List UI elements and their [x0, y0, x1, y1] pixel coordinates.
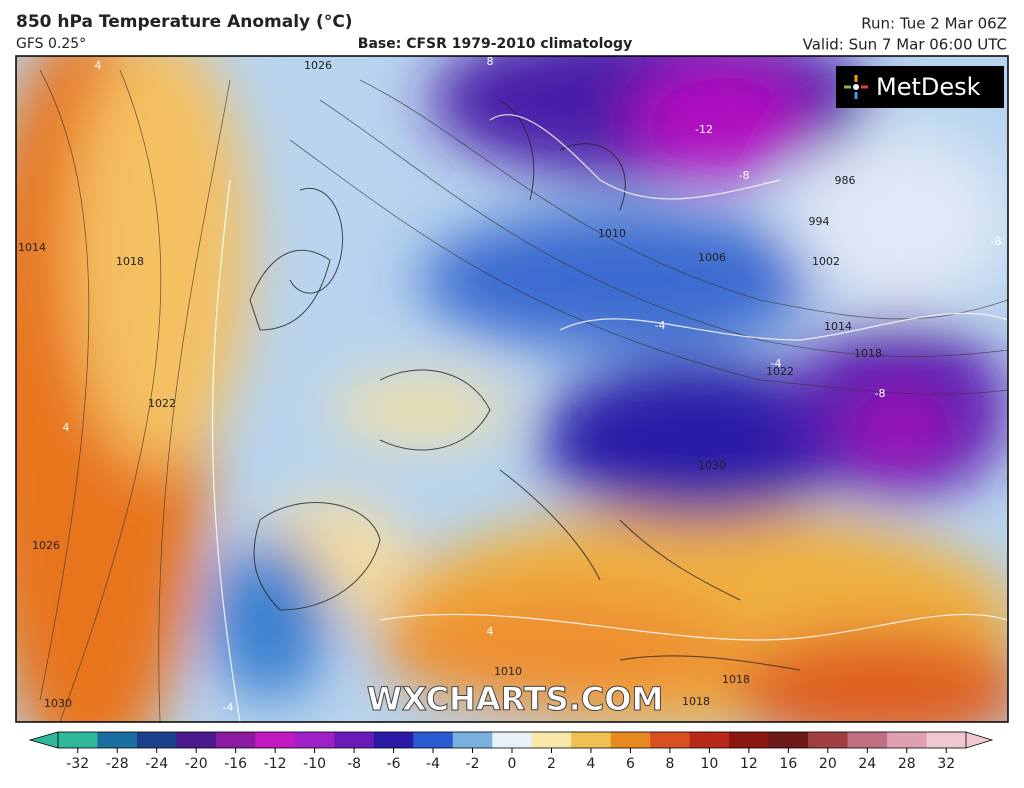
isobar-label: 1026 — [304, 59, 332, 72]
anomaly-label: -4 — [771, 357, 782, 370]
colorbar-swatch — [452, 732, 493, 748]
colorbar-right-arrow — [965, 731, 994, 749]
colorbar-swatch — [136, 732, 177, 748]
anomaly-label: -8 — [739, 169, 750, 182]
colorbar-tick-label: -4 — [426, 756, 440, 772]
colorbar-swatch — [294, 732, 335, 748]
colorbar-swatch — [334, 732, 375, 748]
colorbar-tick-label: -6 — [387, 756, 401, 772]
colorbar-tick-label: 24 — [858, 756, 876, 772]
colorbar-tick-label: 0 — [508, 756, 517, 772]
colorbar-tick-label: -12 — [264, 756, 287, 772]
colorbar-frame — [57, 731, 967, 749]
colorbar-swatch — [413, 732, 454, 748]
colorbar-tick-label: -2 — [466, 756, 480, 772]
isobar-label: 994 — [809, 215, 830, 228]
isobar-label: 1018 — [722, 673, 750, 686]
logo: MetDesk — [876, 73, 981, 101]
model: GFS 0.25° — [16, 36, 86, 52]
colorbar-tick-label: -32 — [66, 756, 89, 772]
anomaly-label: -4 — [655, 319, 666, 332]
colorbar-swatch — [255, 732, 296, 748]
colorbar-tick-label: -16 — [224, 756, 247, 772]
colorbar-swatch — [373, 732, 414, 748]
isobar-label: 986 — [835, 174, 856, 187]
anomaly-label: 4 — [95, 59, 102, 72]
colorbar-tick-label: -24 — [145, 756, 168, 772]
anomaly-label: -8 — [991, 235, 1002, 248]
anomaly-label: -4 — [223, 701, 234, 714]
isobar-label: 1030 — [698, 459, 726, 472]
isobar-label: 1018 — [682, 695, 710, 708]
isobar-label: 1022 — [766, 365, 794, 378]
anomaly-label: -12 — [695, 123, 713, 136]
isobar-label: 1014 — [18, 241, 46, 254]
colorbar-tick-label: 20 — [819, 756, 837, 772]
colorbar-swatch — [571, 732, 612, 748]
map-frame — [15, 55, 1009, 723]
colorbar-tick-label: 6 — [626, 756, 635, 772]
isobar-label: 1018 — [854, 347, 882, 360]
colorbar-tick-label: 32 — [937, 756, 955, 772]
isobar-label: 1006 — [698, 251, 726, 264]
colorbar-tick-label: 4 — [586, 756, 595, 772]
colorbar-swatch — [768, 732, 809, 748]
colorbar-tick-label: 28 — [898, 756, 916, 772]
anomaly-label: 8 — [487, 55, 494, 68]
watermark: WXCHARTS.COM — [367, 680, 664, 718]
colorbar-swatch — [97, 732, 138, 748]
colorbar-tick-label: 2 — [547, 756, 556, 772]
colorbar-swatch — [492, 732, 533, 748]
map — [16, 56, 1008, 722]
colorbar-tick-label: 12 — [740, 756, 758, 772]
run: Run: Tue 2 Mar 06Z — [861, 15, 1007, 33]
colorbar-swatch — [689, 732, 730, 748]
logo-icon — [844, 75, 868, 99]
colorbar-swatch — [610, 732, 651, 748]
colorbar-left-arrow — [28, 731, 59, 749]
title: 850 hPa Temperature Anomaly (°C) — [16, 12, 353, 32]
valid: Valid: Sun 7 Mar 06:00 UTC — [803, 36, 1007, 54]
isobar-label: 1030 — [44, 697, 72, 710]
isobar-label: 1002 — [812, 255, 840, 268]
isobar-label: 1010 — [494, 665, 522, 678]
colorbar-swatch — [887, 732, 928, 748]
colorbar-swatch — [58, 732, 98, 748]
colorbar-swatch — [176, 732, 217, 748]
isobar-label: 1026 — [32, 539, 60, 552]
colorbar-tick-label: 10 — [700, 756, 718, 772]
colorbar-swatch — [808, 732, 849, 748]
colorbar-tick-label: 8 — [665, 756, 674, 772]
anomaly-label: 4 — [63, 421, 70, 434]
colorbar-swatch — [531, 732, 572, 748]
colorbar-tick-label: -8 — [347, 756, 361, 772]
isobar-label: 1014 — [824, 320, 852, 333]
anomaly-label: 4 — [487, 625, 494, 638]
isobar-label: 1010 — [598, 227, 626, 240]
colorbar-swatch — [926, 732, 967, 748]
colorbar-tick-label: -10 — [303, 756, 326, 772]
colorbar-swatch — [215, 732, 256, 748]
isobar-label: 1022 — [148, 397, 176, 410]
colorbar-swatch — [729, 732, 770, 748]
colorbar: -32 -28 -24 -20 -16 -12 -10 -8 -6 -4 -2 0 2 4 6 8 10 12 16… — [28, 731, 994, 772]
colorbar-tick-label: 16 — [779, 756, 797, 772]
anomaly-label: -8 — [875, 387, 886, 400]
colorbar-swatch — [650, 732, 691, 748]
colorbar-tick-label: -28 — [106, 756, 129, 772]
colorbar-swatch — [847, 732, 888, 748]
colorbar-tick-label: -20 — [185, 756, 208, 772]
base: Base: CFSR 1979-2010 climatology — [358, 36, 632, 52]
isobar-label: 1018 — [116, 255, 144, 268]
